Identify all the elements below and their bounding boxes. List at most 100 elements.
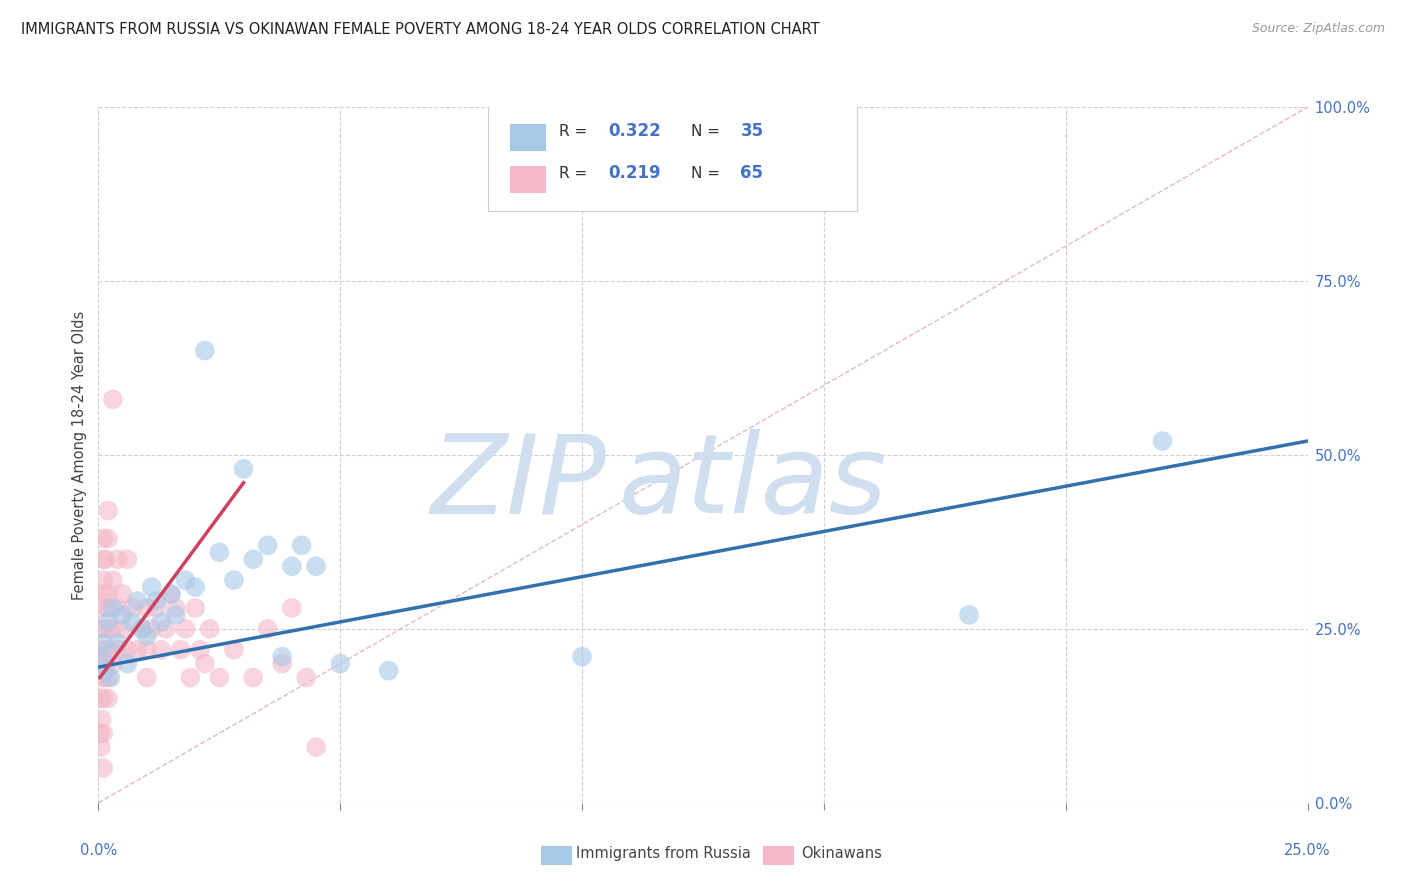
Text: N =: N =	[690, 166, 724, 181]
Point	[256, 622, 278, 636]
Point	[232, 462, 254, 476]
Point	[184, 601, 207, 615]
Point	[194, 343, 217, 358]
Point	[281, 601, 304, 615]
Point	[957, 607, 980, 622]
Point	[90, 740, 112, 755]
Text: 35: 35	[741, 122, 763, 140]
Point	[184, 580, 207, 594]
Point	[111, 587, 134, 601]
Point	[271, 649, 294, 664]
Point	[198, 622, 221, 636]
Point	[101, 601, 124, 615]
Point	[107, 642, 129, 657]
Text: 0.0%: 0.0%	[80, 843, 117, 858]
Point	[97, 532, 120, 546]
Point	[91, 532, 114, 546]
Point	[150, 615, 173, 629]
Point	[89, 726, 111, 740]
Point	[89, 691, 111, 706]
Text: R =: R =	[560, 166, 592, 181]
Point	[117, 552, 139, 566]
Point	[160, 587, 183, 601]
Point	[121, 601, 143, 615]
Point	[91, 671, 114, 685]
Point	[127, 642, 149, 657]
Point	[111, 622, 134, 636]
Point	[91, 761, 114, 775]
Text: Okinawans: Okinawans	[801, 846, 883, 861]
FancyBboxPatch shape	[509, 124, 546, 151]
Point	[281, 559, 304, 574]
Point	[1152, 434, 1174, 448]
Point	[127, 594, 149, 608]
Point	[377, 664, 399, 678]
FancyBboxPatch shape	[509, 166, 546, 193]
Point	[145, 601, 167, 615]
Point	[94, 552, 117, 566]
Point	[174, 573, 197, 587]
Point	[135, 601, 157, 615]
Text: IMMIGRANTS FROM RUSSIA VS OKINAWAN FEMALE POVERTY AMONG 18-24 YEAR OLDS CORRELAT: IMMIGRANTS FROM RUSSIA VS OKINAWAN FEMAL…	[21, 22, 820, 37]
Text: Immigrants from Russia: Immigrants from Russia	[576, 846, 751, 861]
Point	[131, 622, 153, 636]
Point	[107, 601, 129, 615]
Point	[242, 671, 264, 685]
Point	[295, 671, 318, 685]
Point	[135, 629, 157, 643]
Point	[179, 671, 201, 685]
Point	[91, 587, 114, 601]
Point	[290, 538, 312, 552]
Text: 65: 65	[741, 164, 763, 182]
Point	[97, 503, 120, 517]
Point	[256, 538, 278, 552]
Point	[305, 559, 328, 574]
Point	[91, 573, 114, 587]
Point	[150, 642, 173, 657]
Point	[141, 580, 163, 594]
Text: ZIP: ZIP	[430, 429, 606, 536]
Point	[174, 622, 197, 636]
Point	[90, 657, 112, 671]
Point	[222, 642, 245, 657]
Point	[97, 691, 120, 706]
Point	[135, 642, 157, 657]
Point	[91, 657, 114, 671]
Point	[169, 642, 191, 657]
Point	[117, 642, 139, 657]
Point	[141, 622, 163, 636]
Point	[94, 664, 117, 678]
Point	[121, 615, 143, 629]
Point	[100, 671, 122, 685]
Point	[145, 594, 167, 608]
Point	[107, 636, 129, 650]
Point	[91, 691, 114, 706]
Point	[107, 552, 129, 566]
Point	[101, 657, 124, 671]
Point	[90, 712, 112, 726]
Point	[111, 607, 134, 622]
Point	[91, 601, 114, 615]
Point	[188, 642, 211, 657]
Point	[91, 649, 114, 664]
Point	[91, 671, 114, 685]
Point	[160, 587, 183, 601]
Point	[131, 622, 153, 636]
Text: 0.219: 0.219	[609, 164, 661, 182]
Text: 25.0%: 25.0%	[1284, 843, 1331, 858]
Point	[222, 573, 245, 587]
Text: R =: R =	[560, 124, 592, 139]
Point	[101, 392, 124, 407]
Point	[97, 671, 120, 685]
Point	[91, 552, 114, 566]
Point	[242, 552, 264, 566]
Text: Source: ZipAtlas.com: Source: ZipAtlas.com	[1251, 22, 1385, 36]
Point	[571, 649, 593, 664]
Point	[208, 671, 231, 685]
Point	[91, 636, 114, 650]
Point	[305, 740, 328, 755]
Point	[91, 622, 114, 636]
Point	[329, 657, 352, 671]
Point	[271, 657, 294, 671]
Point	[101, 622, 124, 636]
